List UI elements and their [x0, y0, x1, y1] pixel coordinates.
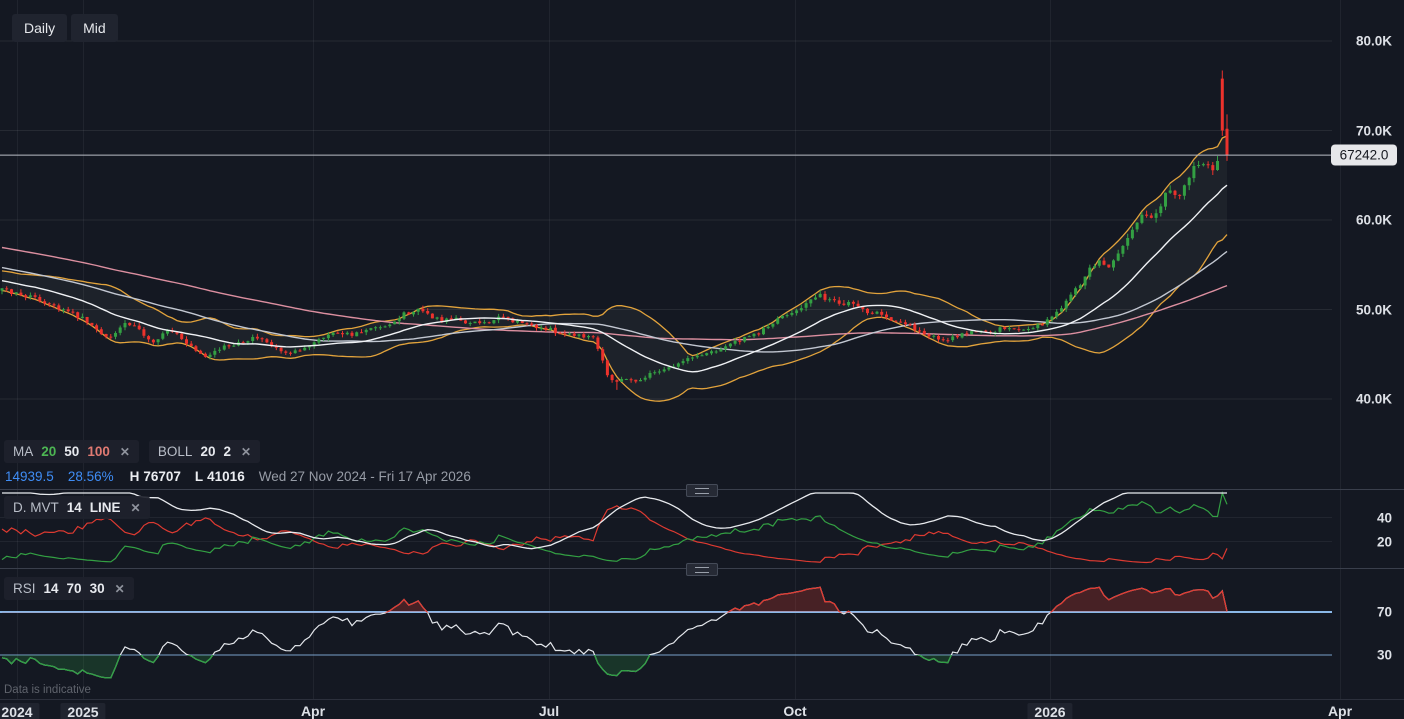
dmvt-period: 14: [66, 500, 82, 515]
rsi-overbought-zone: [2, 586, 1228, 613]
dmvt-close-icon[interactable]: ✕: [130, 500, 141, 515]
dmvt-minus-di-line: [1, 505, 1228, 564]
time-axis-label: Jul: [538, 703, 560, 719]
time-axis-label: 2025: [60, 703, 106, 719]
boll-stddev: 2: [223, 444, 231, 459]
price-axis-label: 80.0K: [1355, 33, 1392, 49]
low-label: L: [194, 469, 204, 484]
price-axis-label: 40.0K: [1355, 391, 1392, 407]
rsi-oversold-line: [1, 655, 953, 679]
date-range: Wed 27 Nov 2024 - Fri 17 Apr 2026: [258, 469, 471, 484]
high-label: H: [129, 469, 140, 484]
rsi-close-icon[interactable]: ✕: [114, 581, 125, 596]
ma100-line: [1, 246, 1228, 341]
ma-label: MA: [13, 444, 34, 459]
data-indicative-note: Data is indicative: [4, 684, 91, 696]
rsi-label: RSI: [13, 581, 36, 596]
boll-period: 20: [200, 444, 216, 459]
time-axis-label: Apr: [1327, 703, 1353, 719]
dmvt-pane: [1, 491, 1228, 564]
time-axis-label: Apr: [300, 703, 326, 719]
pane-resize-handle[interactable]: [686, 484, 718, 497]
rsi-indicator-chip[interactable]: RSI 14 70 30 ✕: [4, 577, 134, 600]
high-value: 76707: [143, 469, 181, 484]
price-axis-label: 70.0K: [1355, 123, 1392, 138]
rsi-axis-label: 30: [1376, 647, 1392, 663]
pane-resize-handle[interactable]: [686, 563, 718, 576]
ma-close-icon[interactable]: ✕: [119, 444, 130, 459]
rsi-oversold-fill: [2, 655, 1227, 678]
rsi-overbought-fill: [2, 587, 1227, 613]
dmvt-legend: D. MVT 14 LINE ✕: [4, 496, 150, 519]
dmvt-axis-label: 20: [1376, 534, 1392, 549]
ma20-line: [1, 184, 1228, 373]
rsi-lower-level: 30: [89, 581, 105, 596]
dmvt-plus-di-line: [1, 491, 1228, 563]
ma-indicator-chip[interactable]: MA 20 50 100 ✕: [4, 440, 139, 463]
ma-period-20: 20: [41, 444, 57, 459]
time-axis-label: Oct: [783, 703, 807, 719]
boll-indicator-chip[interactable]: BOLL 20 2 ✕: [148, 440, 261, 463]
ma-period-100: 100: [87, 444, 110, 459]
dmvt-adx-line: [2, 492, 1227, 550]
time-axis-label: 2024: [0, 703, 40, 719]
rsi-oversold-zone: [1, 655, 1227, 679]
grip-icon: [695, 566, 709, 573]
grip-icon: [695, 487, 709, 494]
ma-period-50: 50: [64, 444, 80, 459]
timeframe-toolbar: Daily Mid: [12, 14, 118, 42]
candlestick-series: [0, 70, 1229, 390]
rsi-upper-level: 70: [66, 581, 82, 596]
main-price-pane: [0, 70, 1229, 402]
dmvt-indicator-chip[interactable]: D. MVT 14 LINE ✕: [4, 496, 150, 519]
ma50-line: [1, 250, 1228, 353]
rsi-period: 14: [43, 581, 59, 596]
rsi-legend: RSI 14 70 30 ✕: [4, 577, 134, 600]
main-indicator-legend: MA 20 50 100 ✕ BOLL 20 2 ✕: [4, 440, 261, 463]
change-percent: 28.56%: [67, 469, 114, 484]
price-stats-row: 14939.5 28.56% H 76707 L 41016 Wed 27 No…: [5, 469, 471, 484]
price-axis-label: 50.0K: [1355, 302, 1392, 317]
boll-close-icon[interactable]: ✕: [240, 444, 252, 459]
boll-label: BOLL: [157, 444, 193, 459]
bollinger-band-fill: [2, 135, 1227, 402]
time-axis-label: 2026: [1027, 703, 1073, 719]
rsi-axis-label: 70: [1376, 604, 1392, 620]
change-value: 14939.5: [5, 469, 54, 484]
timeframe-daily-button[interactable]: Daily: [12, 14, 68, 42]
low-value: 41016: [207, 469, 245, 484]
timeframe-mid-button[interactable]: Mid: [71, 14, 118, 42]
dmvt-label: D. MVT: [13, 500, 59, 515]
price-axis-label: 60.0K: [1355, 212, 1392, 228]
dmvt-style: LINE: [89, 500, 121, 515]
current-price-tag: 67242.0: [1331, 144, 1397, 166]
dmvt-axis-label: 40: [1376, 510, 1392, 525]
